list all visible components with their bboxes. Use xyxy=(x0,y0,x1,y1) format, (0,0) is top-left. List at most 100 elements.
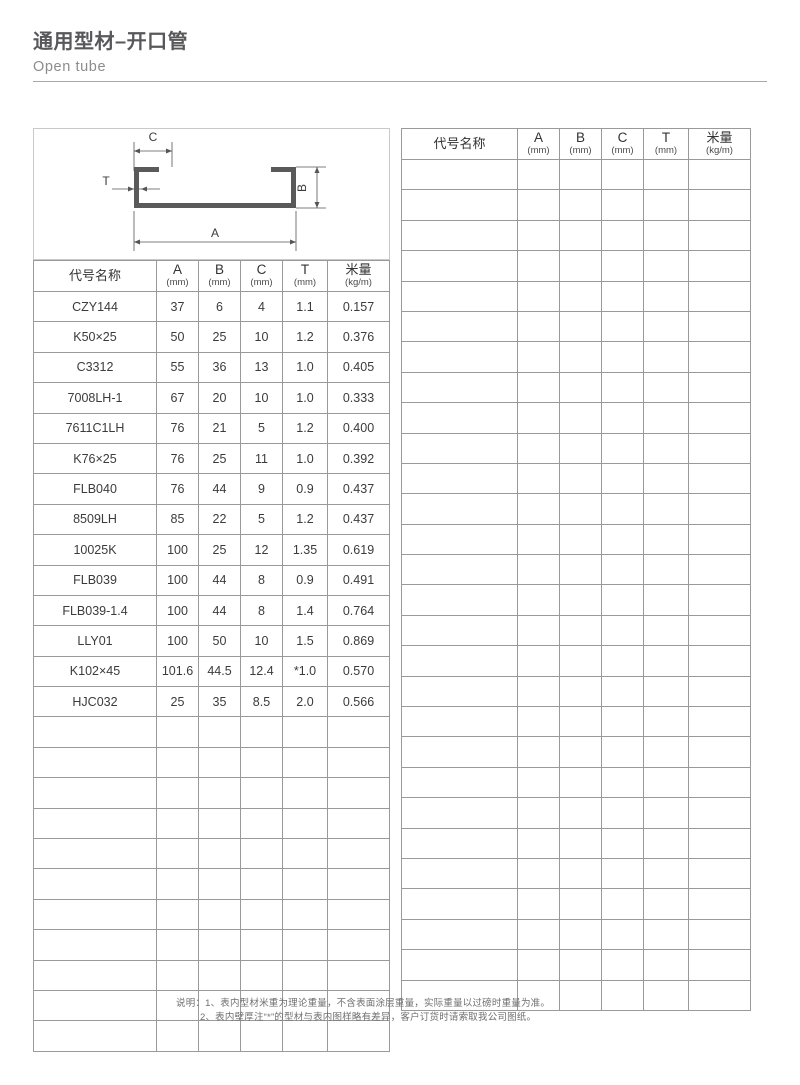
cell-name xyxy=(401,584,518,616)
cell-a: 76 xyxy=(156,442,199,475)
column-header-a: A (mm) xyxy=(517,128,560,160)
column-header-b-label: B xyxy=(575,130,585,146)
cell-t xyxy=(282,1020,328,1052)
cell-b xyxy=(559,402,602,434)
cell-name xyxy=(33,959,157,991)
cell-c: 5 xyxy=(240,412,283,444)
cell-c xyxy=(601,189,644,221)
cell-a xyxy=(156,868,199,900)
cell-a xyxy=(156,838,199,870)
cell-a xyxy=(517,766,560,799)
cell-t xyxy=(282,959,328,991)
cell-c xyxy=(601,706,644,738)
cell-w xyxy=(327,807,390,840)
column-header-weight-label: 米量 xyxy=(345,262,372,278)
cell-a xyxy=(517,736,560,768)
cell-a xyxy=(517,614,560,647)
column-header-t: T (mm) xyxy=(282,260,328,292)
cell-w: 0.157 xyxy=(327,290,390,323)
table-row xyxy=(401,949,751,981)
column-header-a-label: A xyxy=(172,262,182,278)
cell-w xyxy=(688,584,751,616)
cell-name: HJC032 xyxy=(33,686,157,718)
cell-c xyxy=(601,432,644,464)
cell-a xyxy=(156,929,199,961)
table-row xyxy=(33,777,390,809)
cell-name xyxy=(33,716,157,748)
cell-c xyxy=(601,310,644,343)
cell-b: 25 xyxy=(198,321,241,353)
cell-t xyxy=(643,857,689,890)
cell-a xyxy=(517,554,560,586)
dimension-label-t: T xyxy=(102,174,110,188)
spec-table-left-body: CZY144 37 6 4 1.1 0.157 K50×25 50 25 10 1.2 0.376 C3… xyxy=(33,290,390,1052)
cell-c xyxy=(601,797,644,829)
cell-t xyxy=(643,918,689,951)
cell-w xyxy=(688,432,751,464)
cell-b xyxy=(198,929,241,961)
cell-a xyxy=(517,827,560,859)
cell-c xyxy=(601,158,644,191)
cell-a xyxy=(517,371,560,404)
cell-name xyxy=(401,827,518,859)
cell-w: 0.566 xyxy=(327,686,390,718)
cell-a xyxy=(517,219,560,252)
table-row: C3312 55 36 13 1.0 0.405 xyxy=(33,351,390,384)
cell-b: 21 xyxy=(198,412,241,444)
cell-a: 37 xyxy=(156,290,199,323)
cell-a xyxy=(517,158,560,191)
cell-a: 55 xyxy=(156,351,199,384)
cell-b xyxy=(559,219,602,252)
cell-b xyxy=(559,554,602,586)
cell-b xyxy=(559,979,602,1011)
column-header-c: C (mm) xyxy=(601,128,644,160)
cell-w: 0.392 xyxy=(327,442,390,475)
cell-b xyxy=(559,371,602,404)
cell-t xyxy=(643,949,689,981)
cell-a xyxy=(156,746,199,779)
footnote-line-2: 2、表内壁厚注“*”的型材与表内图样略有差异，客户订货时请索取我公司图纸。 xyxy=(200,1011,537,1023)
cell-b xyxy=(559,888,602,920)
column-header-a-unit: (mm) xyxy=(166,277,189,289)
cell-t xyxy=(643,310,689,343)
table-row xyxy=(401,158,751,191)
table-row xyxy=(401,462,751,495)
cell-a xyxy=(517,310,560,343)
table-row xyxy=(401,584,751,616)
cell-w xyxy=(688,645,751,677)
cell-name xyxy=(401,432,518,464)
cell-t xyxy=(643,250,689,282)
cell-t xyxy=(643,523,689,556)
table-row: CZY144 37 6 4 1.1 0.157 xyxy=(33,290,390,323)
cell-a: 67 xyxy=(156,382,199,414)
cell-c xyxy=(240,807,283,840)
cell-name xyxy=(401,766,518,799)
cell-w xyxy=(688,706,751,738)
cell-b xyxy=(559,614,602,647)
cell-b xyxy=(559,493,602,525)
cell-w xyxy=(688,675,751,708)
cell-c xyxy=(601,219,644,252)
cell-t xyxy=(643,675,689,708)
column-header-c-unit: (mm) xyxy=(250,277,273,289)
cell-a xyxy=(517,949,560,981)
column-header-c-unit: (mm) xyxy=(611,145,634,157)
cell-name: FLB040 xyxy=(33,473,157,505)
cell-a xyxy=(517,493,560,525)
column-header-t-unit: (mm) xyxy=(654,145,678,157)
table-row xyxy=(401,797,751,829)
cell-w: 0.619 xyxy=(327,534,390,566)
column-header-t-unit: (mm) xyxy=(293,277,317,289)
table-row xyxy=(33,929,390,961)
cell-c xyxy=(240,1020,283,1052)
cell-t xyxy=(643,645,689,677)
cell-c xyxy=(601,371,644,404)
cell-c xyxy=(240,989,283,1022)
cell-c xyxy=(601,766,644,799)
table-row xyxy=(401,766,751,799)
cell-w xyxy=(688,614,751,647)
cell-a xyxy=(156,716,199,748)
cell-b xyxy=(198,746,241,779)
page-title: 通用型材–开口管 xyxy=(33,31,189,53)
cell-a: 101.6 xyxy=(156,655,199,688)
